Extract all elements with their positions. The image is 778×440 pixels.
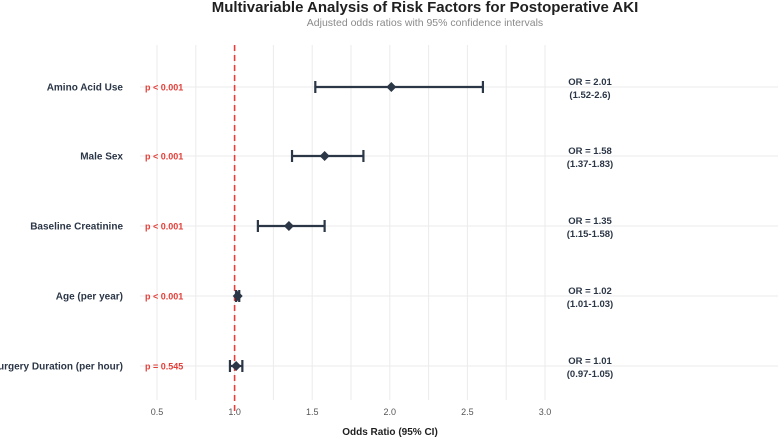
ci-value-label: (1.52-2.6) xyxy=(569,90,610,101)
x-tick-label: 1.0 xyxy=(228,407,241,417)
ci-value-label: (0.97-1.05) xyxy=(567,369,613,380)
or-value-label: OR = 1.02 xyxy=(568,286,612,297)
p-value: p < 0.001 xyxy=(145,83,183,93)
p-value: p < 0.001 xyxy=(145,292,183,302)
row-label: Amino Acid Use xyxy=(47,83,124,94)
x-tick-label: 0.5 xyxy=(151,407,164,417)
row-label: Age (per year) xyxy=(56,292,123,303)
forest-row: Age (per year) p < 0.001 OR = 1.02 (1.01-1.… xyxy=(56,286,613,310)
forest-row: Male Sex p < 0.001 OR = 1.58 (1.37-1.83) xyxy=(80,146,613,170)
or-value-label: OR = 1.58 xyxy=(568,146,612,157)
or-point-marker xyxy=(386,82,397,92)
row-label: Male Sex xyxy=(80,152,123,163)
or-value-label: OR = 1.35 xyxy=(568,216,612,227)
or-value-label: OR = 1.01 xyxy=(568,356,612,367)
or-point-marker xyxy=(232,291,243,301)
x-tick-label: 2.5 xyxy=(461,407,474,417)
forest-row: Baseline Creatinine p < 0.001 OR = 1.35 (1.… xyxy=(30,216,613,240)
x-tick-label: 3.0 xyxy=(539,407,552,417)
grid-lines xyxy=(140,45,778,400)
p-value: p < 0.001 xyxy=(145,222,183,232)
row-label: Baseline Creatinine xyxy=(30,222,123,233)
x-axis-label: Odds Ratio (95% CI) xyxy=(342,427,438,438)
x-tick-label: 1.5 xyxy=(306,407,319,417)
forest-row: Surgery Duration (per hour) p = 0.545 OR =… xyxy=(0,356,613,380)
ci-value-label: (1.37-1.83) xyxy=(567,159,613,170)
or-point-marker xyxy=(319,151,330,161)
plot-rows: Amino Acid Use p < 0.001 OR = 2.01 (1.52-2.… xyxy=(0,77,613,380)
chart-subtitle: Adjusted odds ratios with 95% confidence… xyxy=(307,17,543,29)
row-label: Surgery Duration (per hour) xyxy=(0,362,123,373)
ci-value-label: (1.15-1.58) xyxy=(567,229,613,240)
or-value-label: OR = 2.01 xyxy=(568,77,612,88)
p-value: p < 0.001 xyxy=(145,152,183,162)
p-value: p = 0.545 xyxy=(145,362,183,372)
or-point-marker xyxy=(283,221,294,231)
x-tick-label: 2.0 xyxy=(384,407,397,417)
chart-title: Multivariable Analysis of Risk Factors f… xyxy=(212,0,639,16)
ci-value-label: (1.01-1.03) xyxy=(567,299,613,310)
x-axis-ticks: 0.5 1.0 1.5 2.0 2.5 3.0 xyxy=(151,407,552,417)
or-point-marker xyxy=(231,361,242,371)
forest-row: Amino Acid Use p < 0.001 OR = 2.01 (1.52-2.… xyxy=(47,77,613,101)
